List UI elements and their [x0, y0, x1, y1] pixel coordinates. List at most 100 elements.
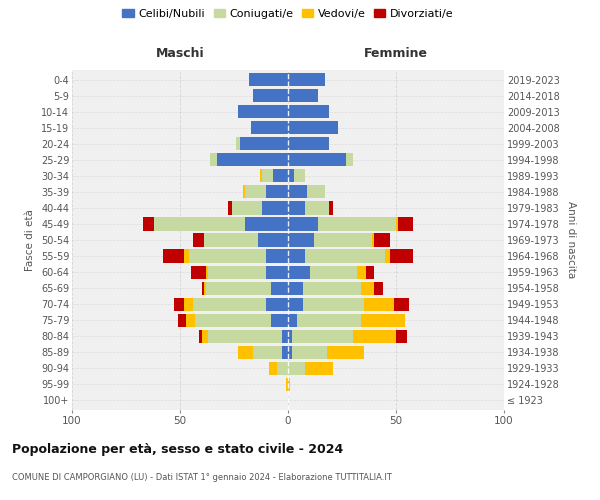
Bar — [314, 234, 372, 246]
Bar — [353, 330, 396, 343]
Bar — [232, 202, 262, 214]
Bar — [361, 282, 374, 294]
Bar — [281, 346, 288, 359]
Bar — [154, 218, 245, 230]
Text: COMUNE DI CAMPORGIANO (LU) - Dati ISTAT 1° gennaio 2024 - Elaborazione TUTTITALI: COMUNE DI CAMPORGIANO (LU) - Dati ISTAT … — [12, 472, 392, 482]
Bar — [184, 250, 188, 262]
Bar — [305, 362, 334, 375]
Bar — [372, 234, 374, 246]
Legend: Celibi/Nubili, Coniugati/e, Vedovi/e, Divorziati/e: Celibi/Nubili, Coniugati/e, Vedovi/e, Di… — [118, 5, 458, 24]
Bar — [288, 218, 318, 230]
Bar — [245, 218, 288, 230]
Bar — [208, 330, 281, 343]
Bar — [208, 266, 266, 278]
Bar — [188, 250, 266, 262]
Bar — [251, 121, 288, 134]
Bar — [241, 137, 288, 150]
Bar — [191, 266, 206, 278]
Bar — [310, 266, 357, 278]
Bar — [173, 298, 184, 310]
Bar — [398, 218, 413, 230]
Bar — [238, 105, 288, 118]
Bar — [288, 234, 314, 246]
Bar — [281, 330, 288, 343]
Bar — [187, 314, 195, 327]
Bar — [288, 250, 305, 262]
Bar — [266, 266, 288, 278]
Bar — [210, 153, 217, 166]
Bar — [253, 89, 288, 102]
Bar — [288, 298, 303, 310]
Bar — [258, 234, 288, 246]
Bar — [307, 186, 325, 198]
Bar — [262, 170, 273, 182]
Y-axis label: Anni di nascita: Anni di nascita — [566, 202, 577, 278]
Bar — [206, 266, 208, 278]
Bar — [389, 250, 413, 262]
Bar — [195, 314, 271, 327]
Bar — [288, 330, 292, 343]
Bar — [366, 266, 374, 278]
Bar — [277, 362, 288, 375]
Text: Maschi: Maschi — [155, 48, 205, 60]
Bar — [288, 153, 346, 166]
Bar — [206, 282, 271, 294]
Bar — [266, 250, 288, 262]
Bar — [253, 346, 281, 359]
Bar — [286, 378, 288, 391]
Bar — [227, 202, 232, 214]
Bar — [288, 186, 307, 198]
Bar — [193, 298, 266, 310]
Bar — [288, 105, 329, 118]
Bar — [329, 202, 334, 214]
Bar — [303, 298, 364, 310]
Y-axis label: Fasce di età: Fasce di età — [25, 209, 35, 271]
Bar — [394, 298, 409, 310]
Bar — [236, 137, 241, 150]
Bar — [163, 250, 184, 262]
Bar — [266, 186, 288, 198]
Bar — [273, 170, 288, 182]
Bar — [303, 282, 361, 294]
Bar — [396, 218, 398, 230]
Bar — [361, 314, 404, 327]
Bar — [262, 202, 288, 214]
Bar — [327, 346, 364, 359]
Bar — [292, 346, 327, 359]
Bar — [266, 298, 288, 310]
Bar — [271, 314, 288, 327]
Bar — [217, 153, 288, 166]
Bar — [288, 89, 318, 102]
Bar — [249, 73, 288, 86]
Bar — [184, 298, 193, 310]
Bar — [143, 218, 154, 230]
Bar — [346, 153, 353, 166]
Bar — [396, 330, 407, 343]
Bar — [288, 266, 310, 278]
Bar — [199, 330, 202, 343]
Bar — [288, 362, 305, 375]
Bar — [202, 282, 204, 294]
Bar — [374, 282, 383, 294]
Text: Popolazione per età, sesso e stato civile - 2024: Popolazione per età, sesso e stato civil… — [12, 442, 343, 456]
Bar — [292, 330, 353, 343]
Bar — [385, 250, 389, 262]
Bar — [318, 218, 396, 230]
Bar — [288, 170, 295, 182]
Bar — [357, 266, 366, 278]
Bar — [305, 250, 385, 262]
Bar — [288, 282, 303, 294]
Bar — [288, 121, 338, 134]
Text: Femmine: Femmine — [364, 48, 428, 60]
Bar — [296, 314, 361, 327]
Bar — [260, 170, 262, 182]
Bar — [178, 314, 187, 327]
Bar — [288, 378, 290, 391]
Bar — [288, 314, 296, 327]
Bar — [364, 298, 394, 310]
Bar — [269, 362, 277, 375]
Bar — [288, 73, 325, 86]
Bar — [288, 202, 305, 214]
Bar — [202, 330, 208, 343]
Bar — [295, 170, 305, 182]
